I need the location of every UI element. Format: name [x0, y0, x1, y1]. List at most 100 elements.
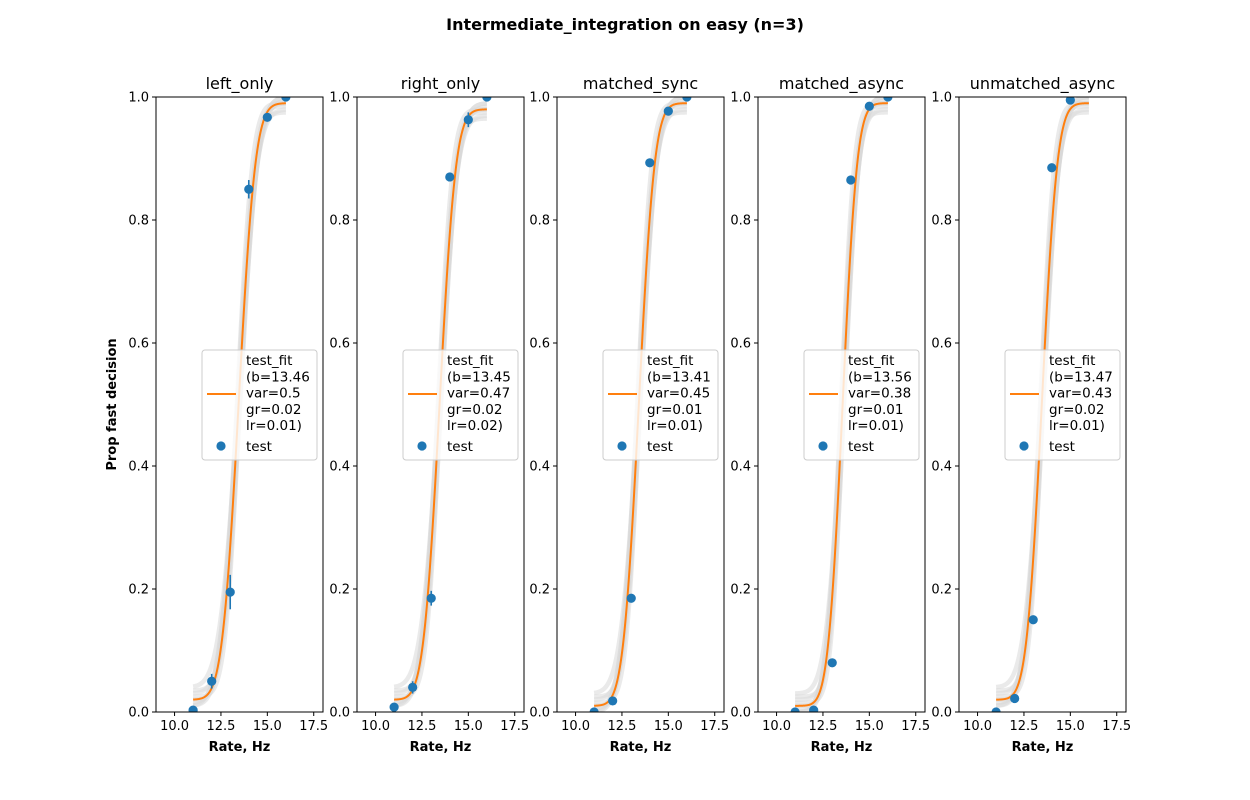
legend-fit-label: gr=0.01	[848, 402, 904, 418]
data-point	[463, 115, 473, 125]
legend-test-swatch	[216, 441, 226, 451]
subplot-title: unmatched_async	[970, 74, 1115, 94]
y-tick-label: 0.8	[529, 214, 550, 229]
data-point	[991, 707, 1001, 712]
x-tick-label: 15.0	[253, 719, 282, 734]
data-point	[1047, 163, 1057, 173]
x-tick-label: 10.0	[762, 719, 791, 734]
data-point	[883, 97, 893, 102]
legend-fit-label: lr=0.01)	[848, 418, 904, 434]
x-axis-label: Rate, Hz	[610, 740, 672, 755]
legend-fit-label: var=0.38	[848, 386, 911, 402]
y-tick-label: 1.0	[329, 91, 350, 106]
axes-frame	[155, 96, 324, 713]
y-tick-label: 0.2	[329, 583, 350, 598]
legend-fit-label: gr=0.02	[1049, 402, 1105, 418]
y-tick-label: 0.4	[529, 460, 550, 475]
x-tick-label: 10.0	[160, 719, 189, 734]
legend-fit-label: lr=0.01)	[246, 418, 302, 434]
axes-frame	[356, 96, 525, 713]
subplot-title: matched_async	[779, 74, 904, 94]
data-point	[482, 97, 492, 102]
legend-fit-label: var=0.45	[647, 386, 710, 402]
x-tick-label: 12.5	[607, 719, 636, 734]
data-point	[589, 707, 599, 712]
data-point	[827, 658, 837, 668]
data-point	[864, 101, 874, 111]
subplot-left_only: 10.0 12.5 15.0 17.5 0.0 0.2 0.4 0.6 0.8 1.0 left_o…	[105, 74, 328, 755]
y-tick-label: 0.8	[128, 214, 149, 229]
y-tick-label: 0.8	[329, 214, 350, 229]
y-tick-label: 0.6	[329, 337, 350, 352]
legend-fit-label: (b=13.45	[447, 369, 511, 385]
data-point	[408, 682, 418, 693]
data-point	[281, 97, 291, 102]
legend-fit-label: var=0.47	[447, 386, 510, 402]
legend-test-swatch	[1019, 441, 1029, 451]
y-tick-label: 0.0	[931, 706, 952, 721]
legend-fit-label: lr=0.02)	[447, 418, 503, 434]
data-point	[1010, 693, 1020, 704]
y-tick-label: 0.8	[730, 214, 751, 229]
data-point	[262, 112, 272, 122]
legend-box	[803, 349, 920, 461]
y-tick-label: 0.2	[730, 583, 751, 598]
legend-fit-label: gr=0.01	[647, 402, 703, 418]
legend-fit-label: gr=0.02	[246, 402, 302, 418]
x-tick-label: 17.5	[700, 719, 729, 734]
legend-test-label: test	[447, 439, 473, 455]
legend-test-label: test	[647, 439, 673, 455]
data-point	[608, 696, 618, 706]
legend-fit-label: (b=13.47	[1049, 369, 1113, 385]
data-point	[207, 676, 217, 686]
y-tick-label: 0.2	[128, 583, 149, 598]
x-tick-label: 15.0	[454, 719, 483, 734]
axes-frame	[958, 96, 1127, 713]
data-point	[846, 175, 856, 185]
x-tick-label: 12.5	[1009, 719, 1038, 734]
subplot-title: matched_sync	[583, 74, 698, 94]
y-tick-label: 0.2	[931, 583, 952, 598]
y-tick-label: 0.0	[730, 706, 751, 721]
legend-fit-label: gr=0.02	[447, 402, 503, 418]
x-tick-label: 15.0	[654, 719, 683, 734]
subplots: 10.0 12.5 15.0 17.50.00.20.40.60.81.0left_o…	[105, 74, 1131, 755]
legend-test-label: test	[1049, 439, 1075, 455]
y-tick-label: 0.4	[128, 460, 149, 475]
legend-test-swatch	[818, 441, 828, 451]
subplot-title: left_only	[206, 74, 274, 94]
y-tick-label: 0.6	[128, 337, 149, 352]
data-point	[626, 593, 636, 603]
y-tick-label: 0.2	[529, 583, 550, 598]
data-point	[389, 702, 399, 712]
y-tick-label: 0.0	[329, 706, 350, 721]
legend-fit-label: test_fit	[447, 353, 493, 369]
data-point	[663, 106, 673, 116]
legend-box	[1004, 349, 1121, 461]
y-tick-label: 1.0	[730, 91, 751, 106]
data-point	[645, 158, 655, 168]
x-axis-label: Rate, Hz	[410, 740, 472, 755]
x-tick-label: 17.5	[1102, 719, 1131, 734]
legend-test-label: test	[848, 439, 874, 455]
y-tick-label: 1.0	[931, 91, 952, 106]
y-tick-label: 0.6	[730, 337, 751, 352]
data-point	[188, 705, 198, 712]
x-axis-label: Rate, Hz	[1012, 740, 1074, 755]
subplot-title: right_only	[401, 74, 480, 94]
subplot-unmatched_async: 10.0 12.5 15.0 17.5 0.0 0.2 0.4 0.6 0.8 1.0 unmatc…	[931, 74, 1131, 755]
y-tick-label: 0.4	[329, 460, 350, 475]
figure-title: Intermediate_integration on easy (n=3)	[446, 15, 804, 34]
x-axis-label: Rate, Hz	[209, 740, 271, 755]
data-point	[682, 97, 692, 102]
legend-fit-label: test_fit	[246, 353, 292, 369]
legend-fit-label: lr=0.01)	[1049, 418, 1105, 434]
x-tick-label: 17.5	[500, 719, 529, 734]
data-point	[1065, 97, 1075, 105]
y-tick-label: 0.6	[931, 337, 952, 352]
y-tick-label: 1.0	[128, 91, 149, 106]
